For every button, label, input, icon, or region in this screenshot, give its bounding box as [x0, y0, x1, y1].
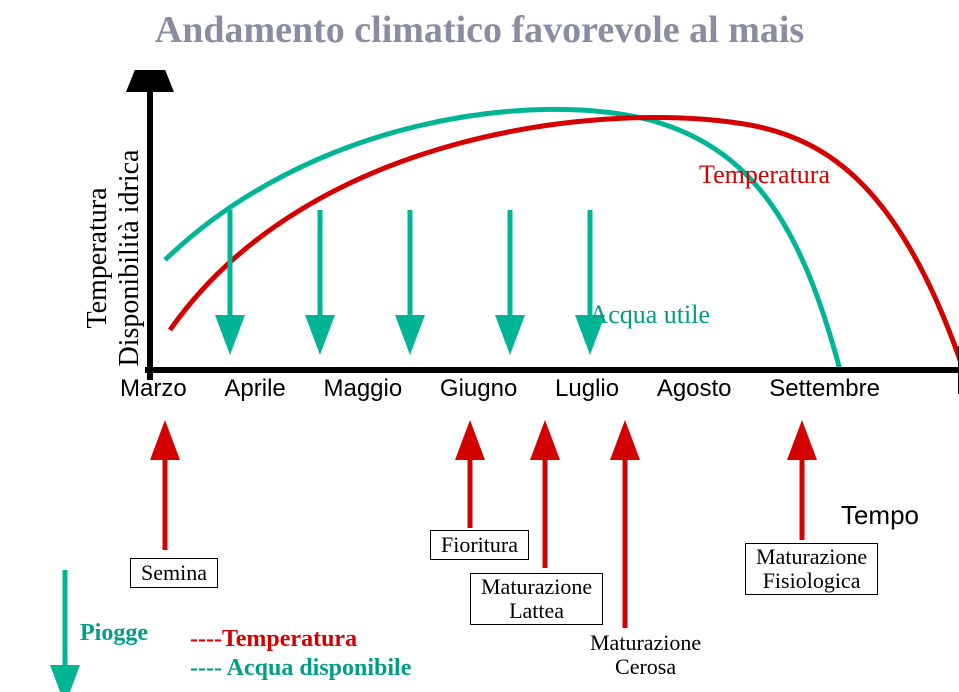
month-luglio: Luglio: [555, 375, 619, 403]
phase-matlat-l1: Maturazione: [481, 574, 592, 599]
month-marzo: Marzo: [120, 375, 187, 403]
phase-matfis-l1: Maturazione: [756, 544, 867, 569]
phase-box-fioritura: Fioritura: [430, 530, 529, 560]
acqua-curve-label: Acqua utile: [589, 300, 710, 330]
months-row: Marzo Aprile Maggio Giugno Luglio Agosto…: [120, 375, 880, 403]
piogge-label: Piogge: [80, 620, 148, 647]
temp-curve: [170, 117, 959, 360]
month-aprile: Aprile: [224, 375, 285, 403]
phase-matfis-l2: Fisiologica: [763, 568, 861, 593]
chart-svg: [50, 70, 959, 410]
month-maggio: Maggio: [323, 375, 402, 403]
month-settembre: Settembre: [769, 375, 880, 403]
phase-box-semina: Semina: [130, 558, 218, 588]
chart-area: Temperatura Acqua utile: [50, 70, 920, 550]
phase-box-maturazione-cerosa: Maturazione Cerosa: [590, 631, 701, 679]
page-root: Andamento climatico favorevole al mais T…: [0, 0, 959, 692]
temperature-curve-label: Temperatura: [699, 160, 830, 190]
page-title: Andamento climatico favorevole al mais: [0, 8, 959, 52]
legend: ----Temperatura ---- Acqua disponibile: [190, 625, 411, 683]
month-giugno: Giugno: [440, 375, 517, 403]
month-agosto: Agosto: [657, 375, 732, 403]
phase-matlat-l2: Lattea: [509, 598, 564, 623]
legend-acqua: ---- Acqua disponibile: [190, 654, 411, 683]
phase-box-maturazione-lattea: Maturazione Lattea: [470, 573, 603, 625]
phase-box-maturazione-fisiologica: Maturazione Fisiologica: [745, 543, 878, 595]
x-axis-label: Tempo: [841, 500, 919, 531]
legend-temperatura: ----Temperatura: [190, 625, 411, 654]
phase-matcer-l2: Cerosa: [615, 654, 676, 679]
acqua-curve: [165, 109, 840, 370]
phase-matcer-l1: Maturazione: [590, 630, 701, 655]
rain-arrows: [230, 210, 590, 330]
